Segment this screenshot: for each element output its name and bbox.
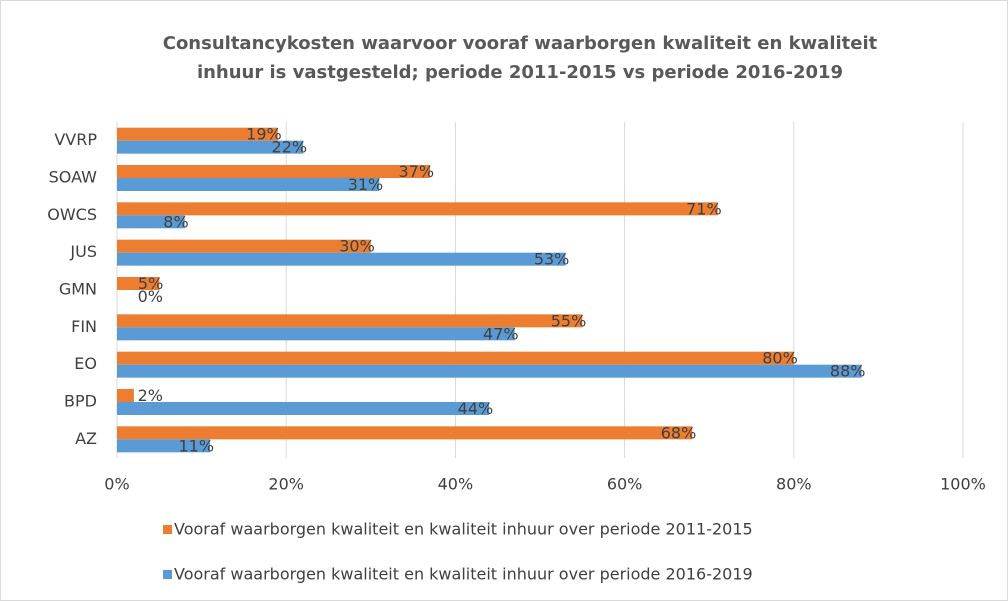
- x-tick-label: 100%: [940, 475, 986, 494]
- y-tick-label: FIN: [71, 317, 97, 336]
- chart-title: Consultancykosten waarvoor vooraf waarbo…: [163, 33, 878, 54]
- data-label: 11%: [178, 436, 214, 455]
- y-tick-label: SOAW: [49, 168, 98, 187]
- data-label: 37%: [398, 162, 434, 181]
- x-tick-label: 0%: [104, 475, 129, 494]
- data-label: 44%: [458, 399, 494, 418]
- data-label: 2%: [138, 386, 163, 405]
- bar: [117, 239, 371, 253]
- data-label: 31%: [348, 175, 384, 194]
- data-label: 8%: [163, 212, 188, 231]
- legend-label: Vooraf waarborgen kwaliteit en kwaliteit…: [174, 565, 753, 584]
- bar: [117, 364, 862, 378]
- bar: [117, 402, 490, 415]
- bar: [117, 389, 134, 402]
- y-tick-label: OWCS: [47, 205, 97, 224]
- x-tick-label: 60%: [607, 475, 643, 494]
- bar: [117, 439, 211, 453]
- data-label: 80%: [762, 349, 798, 368]
- data-label: 88%: [830, 362, 866, 381]
- data-label: 53%: [534, 250, 570, 269]
- y-tick-label: VVRP: [54, 130, 97, 149]
- data-label: 0%: [138, 287, 163, 306]
- y-tick-label: GMN: [59, 280, 97, 299]
- bar: [117, 327, 515, 341]
- x-tick-label: 20%: [268, 475, 304, 494]
- data-label: 55%: [551, 311, 587, 330]
- bar: [117, 351, 794, 365]
- bar: [117, 127, 278, 141]
- legend-swatch: [163, 570, 172, 579]
- y-tick-label: AZ: [75, 429, 97, 448]
- x-tick-label: 80%: [776, 475, 812, 494]
- bar: [117, 426, 693, 440]
- legend-label: Vooraf waarborgen kwaliteit en kwaliteit…: [174, 520, 753, 539]
- bar: [117, 314, 583, 328]
- data-label: 47%: [483, 324, 519, 343]
- y-tick-label: EO: [74, 354, 97, 373]
- data-label: 68%: [661, 423, 697, 442]
- data-label: 71%: [686, 199, 722, 218]
- bar: [117, 202, 718, 216]
- y-tick-label: BPD: [64, 392, 97, 411]
- bar: [117, 215, 185, 229]
- bar: [117, 140, 304, 154]
- data-label: 19%: [246, 125, 282, 144]
- data-label: 22%: [272, 138, 308, 157]
- bar: [117, 277, 160, 290]
- bar: [117, 252, 566, 266]
- y-tick-label: JUS: [69, 242, 97, 261]
- bar: [117, 178, 380, 191]
- x-tick-label: 40%: [438, 475, 474, 494]
- legend-swatch: [163, 525, 172, 534]
- data-label: 5%: [138, 274, 163, 293]
- bar: [117, 165, 431, 178]
- chart-title: inhuur is vastgesteld; periode 2011-2015…: [197, 62, 843, 83]
- data-label: 30%: [339, 237, 375, 256]
